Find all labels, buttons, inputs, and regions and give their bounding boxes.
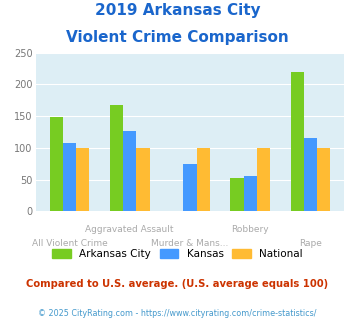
Bar (76, 148, 89, 211)
Text: © 2025 CityRating.com - https://www.cityrating.com/crime-statistics/: © 2025 CityRating.com - https://www.city… (38, 309, 317, 317)
Text: Murder & Mans...: Murder & Mans... (151, 239, 229, 248)
Text: Compared to U.S. average. (U.S. average equals 100): Compared to U.S. average. (U.S. average … (26, 279, 329, 289)
Bar (50, 117, 63, 211)
Text: Aggravated Assault: Aggravated Assault (86, 225, 174, 234)
Bar (230, 178, 244, 211)
Bar (244, 176, 257, 211)
Text: Robbery: Robbery (231, 225, 269, 234)
Bar (304, 138, 317, 211)
Text: All Violent Crime: All Violent Crime (32, 239, 107, 248)
Bar (183, 164, 197, 211)
Legend: Arkansas City, Kansas, National: Arkansas City, Kansas, National (48, 245, 307, 263)
Text: Violent Crime Comparison: Violent Crime Comparison (66, 30, 289, 45)
Bar (136, 148, 149, 211)
Bar (63, 143, 76, 211)
Bar (197, 148, 210, 211)
Bar (257, 148, 270, 211)
Bar (290, 72, 304, 211)
Bar (317, 148, 330, 211)
Text: Rape: Rape (299, 239, 322, 248)
Bar (110, 105, 123, 211)
Text: 2019 Arkansas City: 2019 Arkansas City (95, 3, 260, 18)
Bar (123, 131, 136, 211)
